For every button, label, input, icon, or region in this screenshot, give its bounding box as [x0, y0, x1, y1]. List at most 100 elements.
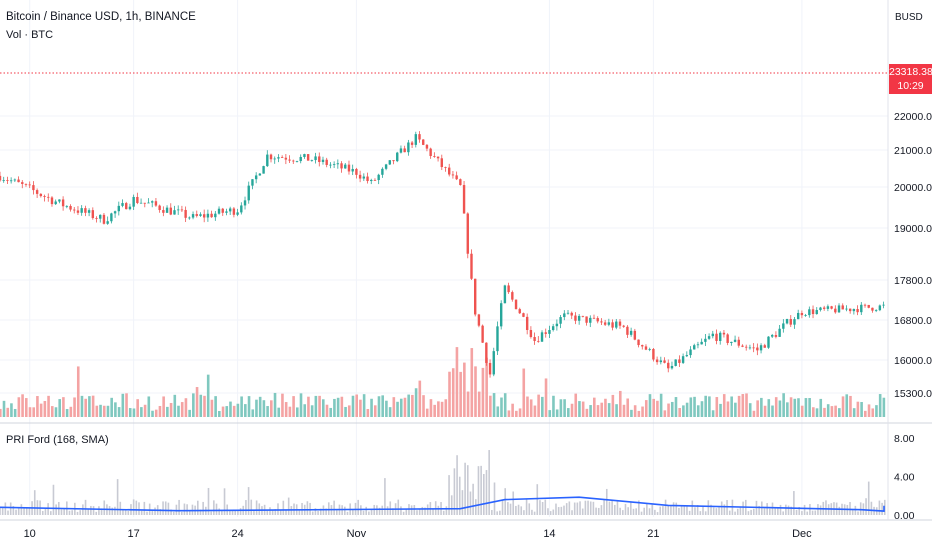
volume-bar: [340, 396, 344, 417]
candle-body: [882, 304, 885, 306]
candle-body: [462, 185, 466, 214]
candle-body: [633, 330, 637, 340]
volume-bar: [589, 405, 592, 417]
candle-body: [210, 213, 213, 218]
volume-bar: [247, 396, 251, 417]
candle-body: [641, 345, 644, 347]
volume-bar: [88, 396, 91, 417]
pri-bar: [592, 501, 595, 515]
candle-body: [555, 323, 559, 327]
price-tick-label: 21000.00: [894, 145, 932, 157]
volume-bar: [656, 400, 659, 417]
volume-bar: [6, 407, 10, 417]
volume-bar: [867, 404, 871, 417]
candle-body: [188, 217, 191, 219]
candle-body: [303, 154, 306, 157]
volume-bar: [206, 374, 210, 417]
pri-bar: [814, 510, 817, 515]
candle-body: [603, 322, 607, 325]
pri-bar: [135, 500, 138, 515]
pri-bar: [154, 507, 156, 515]
volume-bar: [203, 395, 206, 417]
volume-bar: [544, 378, 548, 417]
candle-body: [752, 347, 755, 349]
volume-bar: [2, 400, 6, 417]
candle-body: [719, 332, 722, 341]
candle-body: [414, 134, 417, 145]
candle-body: [871, 307, 874, 311]
pri-bar: [651, 504, 654, 515]
candle-body: [381, 168, 384, 175]
candle-body: [474, 278, 477, 315]
indicator-tick-label: 4.00: [894, 471, 915, 483]
volume-bar: [140, 407, 143, 417]
pri-bar: [63, 508, 65, 515]
candle-body: [577, 315, 581, 321]
pri-bar: [183, 503, 186, 515]
volume-bar: [563, 399, 566, 417]
volume-bar: [288, 406, 292, 417]
candle-body: [102, 214, 106, 224]
volume-bar: [533, 405, 537, 417]
volume-bar: [214, 396, 217, 417]
candle-body: [6, 180, 9, 181]
pri-bar: [15, 509, 17, 515]
volume-bar: [774, 397, 778, 417]
volume-bar: [607, 403, 611, 417]
candle-body: [106, 221, 109, 224]
candle-body: [492, 351, 495, 375]
pri-bar: [416, 510, 418, 515]
volume-bar: [73, 397, 76, 417]
pri-bar: [616, 501, 619, 515]
pri-bar: [787, 505, 790, 515]
candle-body: [570, 312, 573, 316]
volume-bar: [132, 408, 136, 417]
pri-bar: [266, 510, 269, 515]
candle-body: [332, 164, 336, 166]
pri-bar: [798, 506, 801, 515]
candle-body: [113, 211, 117, 214]
candle-body: [80, 208, 83, 213]
volume-bar: [797, 398, 800, 417]
candle-body: [162, 210, 165, 213]
pri-bar: [124, 510, 127, 515]
candle-body: [236, 212, 239, 215]
candle-body: [396, 152, 399, 162]
countdown-timer: 10:29: [897, 80, 924, 92]
pri-bar: [218, 508, 220, 515]
pri-bar: [763, 508, 766, 515]
time-tick-label: 17: [128, 528, 140, 540]
volume-bar: [815, 408, 819, 417]
volume-bar: [173, 394, 177, 417]
candle-body: [318, 156, 321, 162]
volume-bar: [281, 393, 284, 417]
volume-bar: [752, 410, 756, 417]
candle-body: [84, 208, 87, 213]
candle-body: [151, 201, 154, 203]
candle-body: [466, 213, 469, 254]
pri-bar: [52, 484, 55, 515]
pri-bar: [547, 508, 549, 515]
candle-body: [191, 214, 195, 218]
candle-body: [154, 201, 158, 206]
pri-bar: [95, 511, 98, 515]
volume-bar: [771, 405, 774, 417]
pri-bar: [501, 499, 504, 515]
volume-bar: [437, 401, 440, 417]
candle-body: [143, 202, 146, 204]
pri-bar: [742, 501, 744, 515]
pri-bar: [859, 502, 862, 515]
pri-bar: [499, 510, 501, 515]
volume-bar: [303, 404, 307, 417]
volume-bar: [745, 393, 748, 417]
candle-body: [95, 218, 98, 219]
pri-bar: [573, 502, 576, 515]
pri-bar: [159, 509, 162, 515]
pri-bar: [138, 502, 140, 515]
volume-bar: [641, 406, 644, 417]
pri-bar: [7, 510, 9, 515]
pri-bar: [469, 491, 472, 515]
candle-body: [61, 199, 65, 207]
pri-bar: [603, 500, 605, 515]
